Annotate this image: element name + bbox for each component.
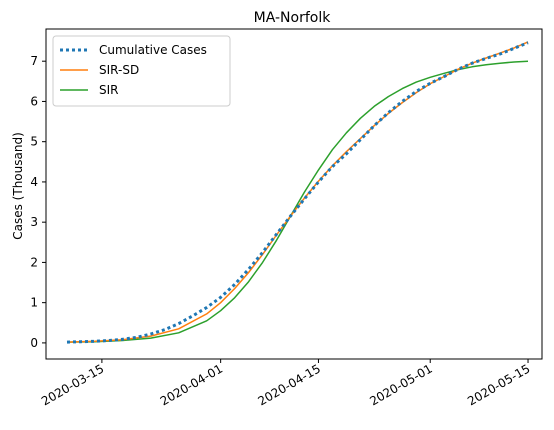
plot-area xyxy=(45,28,543,360)
x-tick-label: 2020-05-15 xyxy=(465,361,532,408)
y-tick-label: 4 xyxy=(30,175,38,189)
series-layer xyxy=(66,41,529,344)
y-axis: 0 1 2 3 4 5 6 7 xyxy=(30,54,46,350)
x-tick-label: 2020-04-15 xyxy=(256,361,323,408)
y-tick-label: 5 xyxy=(30,135,38,149)
y-tick-label: 3 xyxy=(30,215,38,229)
legend-label: Cumulative Cases xyxy=(99,43,207,57)
x-tick-label: 2020-03-15 xyxy=(39,361,106,408)
legend: Cumulative Cases SIR-SD SIR xyxy=(52,35,231,107)
y-tick-label: 7 xyxy=(30,54,38,68)
legend-box xyxy=(52,35,231,107)
legend-label: SIR xyxy=(99,83,119,97)
chart-title: MA-Norfolk xyxy=(254,10,332,26)
y-tick-label: 2 xyxy=(30,255,38,269)
x-tick-label: 2020-04-01 xyxy=(158,361,225,408)
y-tick-label: 1 xyxy=(30,296,38,310)
series-line-cumulative-cases xyxy=(66,41,529,344)
x-axis: 2020-03-15 2020-04-01 2020-04-15 2020-05-01… xyxy=(39,359,533,408)
y-axis-label: Cases (Thousand) xyxy=(11,132,25,240)
y-tick-label: 0 xyxy=(30,336,38,350)
y-tick-label: 6 xyxy=(30,94,38,108)
x-tick-label: 2020-05-01 xyxy=(367,361,434,408)
legend-label: SIR-SD xyxy=(99,63,139,77)
